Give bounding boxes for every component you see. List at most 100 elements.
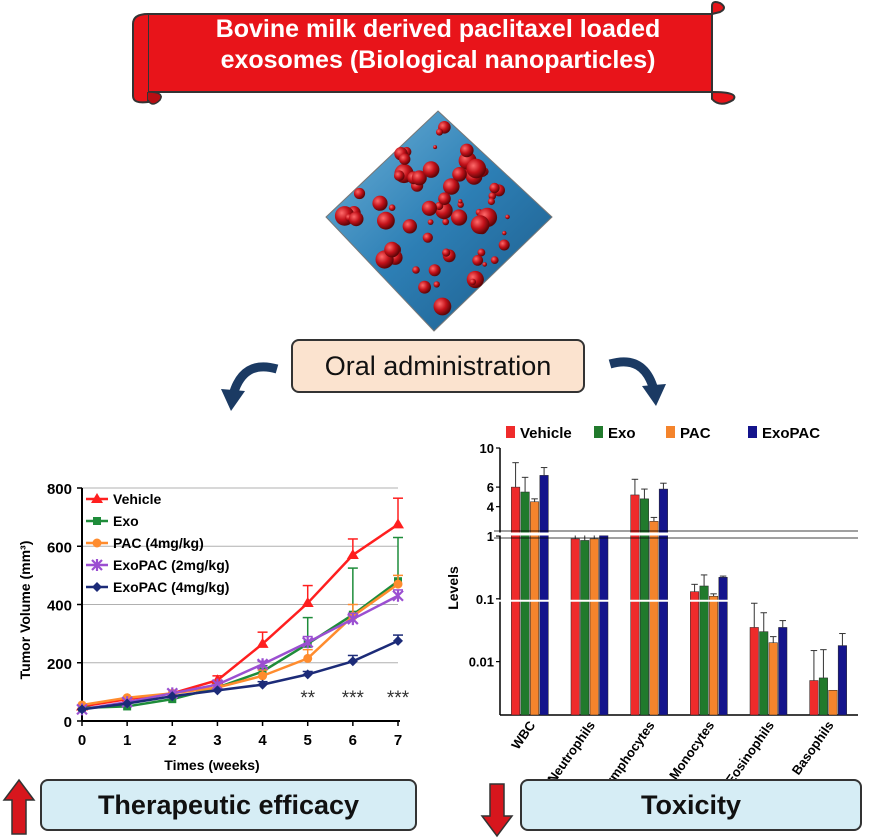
bar	[570, 538, 580, 716]
exosome-particle	[402, 219, 417, 234]
data-point	[167, 691, 178, 702]
exosome-particle	[428, 264, 441, 277]
bar-legend-item: ExoPAC	[748, 425, 820, 442]
series-line	[81, 594, 399, 711]
line-x-tick-label: 5	[304, 732, 312, 749]
line-x-tick-label: 0	[78, 732, 86, 749]
bar	[520, 491, 530, 716]
data-point	[256, 658, 269, 671]
line-legend-label: PAC (4mg/kg)	[113, 535, 204, 551]
data-point	[122, 698, 133, 709]
exosome-particle	[451, 209, 468, 226]
exosome-particle	[412, 266, 420, 274]
legend-marker	[91, 493, 103, 503]
exosome-particle	[399, 153, 411, 165]
exosome-afm-image	[325, 110, 553, 332]
line-legend-item: PAC (4mg/kg)	[86, 535, 204, 551]
curved-arrow-right-icon	[608, 357, 666, 406]
oral-administration-label: Oral administration	[324, 350, 552, 381]
bar	[539, 475, 549, 716]
bar-y-tick-label: 6	[487, 480, 494, 495]
exosome-particle	[488, 192, 497, 200]
data-point	[393, 579, 403, 589]
line-legend-label: Exo	[113, 513, 139, 529]
bar	[599, 535, 609, 716]
line-legend-label: ExoPAC (4mg/kg)	[113, 579, 229, 595]
data-point	[258, 671, 268, 681]
toxicity-box: Toxicity	[520, 779, 862, 831]
exosome-particle	[469, 278, 476, 286]
banner-title: Bovine milk derived paclitaxel loaded ex…	[158, 14, 718, 76]
data-point	[303, 653, 313, 663]
exosome-particle	[458, 199, 463, 204]
exosome-particle	[482, 262, 487, 267]
line-x-tick-label: 3	[213, 732, 221, 749]
exosome-particle	[422, 161, 440, 178]
exosome-particle	[427, 219, 434, 225]
bar-legend-item: Exo	[594, 425, 636, 442]
bar-y-tick-label: 4	[487, 500, 495, 515]
data-point	[301, 597, 314, 608]
legend-marker	[93, 517, 101, 525]
up-arrow-icon	[2, 778, 36, 835]
legend-marker	[92, 538, 102, 548]
exosome-particle	[470, 215, 490, 235]
banner-line-1: Bovine milk derived paclitaxel loaded	[215, 15, 661, 43]
line-series-3	[76, 589, 404, 716]
exosome-particle	[442, 218, 450, 226]
bar	[699, 585, 709, 716]
bar-y-tick-label: 0.01	[469, 655, 494, 670]
bar-x-label: WBC	[508, 718, 538, 753]
banner-line-2: exosomes (Biological nanoparticles)	[220, 46, 656, 74]
exosome-particle	[422, 232, 433, 243]
data-point	[301, 636, 314, 649]
bar-group	[690, 574, 728, 716]
line-x-tick-label: 1	[123, 732, 131, 749]
bar-y-tick-label: 0.1	[476, 592, 494, 607]
bar-x-label: Basophils	[789, 718, 837, 777]
line-series-4	[77, 634, 403, 715]
bar	[749, 627, 759, 716]
exosome-particle	[466, 270, 484, 289]
line-y-label: Tumor Volume (mm³)	[17, 541, 33, 680]
bar-x-label: Monocytes	[666, 718, 717, 780]
bar-group	[809, 633, 847, 716]
exosome-particle	[418, 280, 431, 294]
bar	[718, 577, 728, 716]
exosome-particle	[372, 195, 388, 211]
exosome-particle	[442, 248, 451, 257]
exosome-particle	[436, 128, 443, 136]
bar-group	[570, 533, 609, 716]
exosome-particle	[348, 211, 364, 227]
bar-x-label: Lymphocytes	[598, 718, 658, 780]
bar	[828, 689, 838, 716]
legend-marker	[91, 559, 103, 571]
data-point	[392, 589, 404, 602]
line-x-tick-label: 6	[349, 732, 357, 749]
bar-legend-item: PAC	[666, 425, 711, 442]
exosome-particle	[466, 158, 487, 179]
significance-marker: ***	[342, 688, 365, 709]
bar	[768, 642, 778, 716]
line-legend-item: Vehicle	[86, 491, 161, 507]
exosome-particle	[490, 256, 499, 264]
therapeutic-efficacy-box: Therapeutic efficacy	[40, 779, 417, 831]
bar	[818, 677, 828, 716]
bar	[809, 680, 819, 716]
exosome-particle	[443, 178, 460, 195]
bar	[630, 494, 640, 716]
data-point	[212, 685, 223, 696]
exosome-particle	[433, 297, 452, 316]
curved-arrow-left-icon	[221, 362, 279, 411]
line-y-tick-label: 0	[64, 714, 72, 731]
bar-legend-label: Vehicle	[520, 425, 572, 442]
bar	[589, 538, 599, 716]
line-x-tick-label: 7	[394, 732, 402, 749]
data-point	[302, 669, 313, 680]
bar	[837, 645, 847, 716]
exosome-particle	[411, 170, 427, 186]
bar-group	[749, 602, 788, 716]
significance-marker: **	[300, 688, 315, 709]
bar-legend-item: Vehicle	[506, 425, 572, 442]
